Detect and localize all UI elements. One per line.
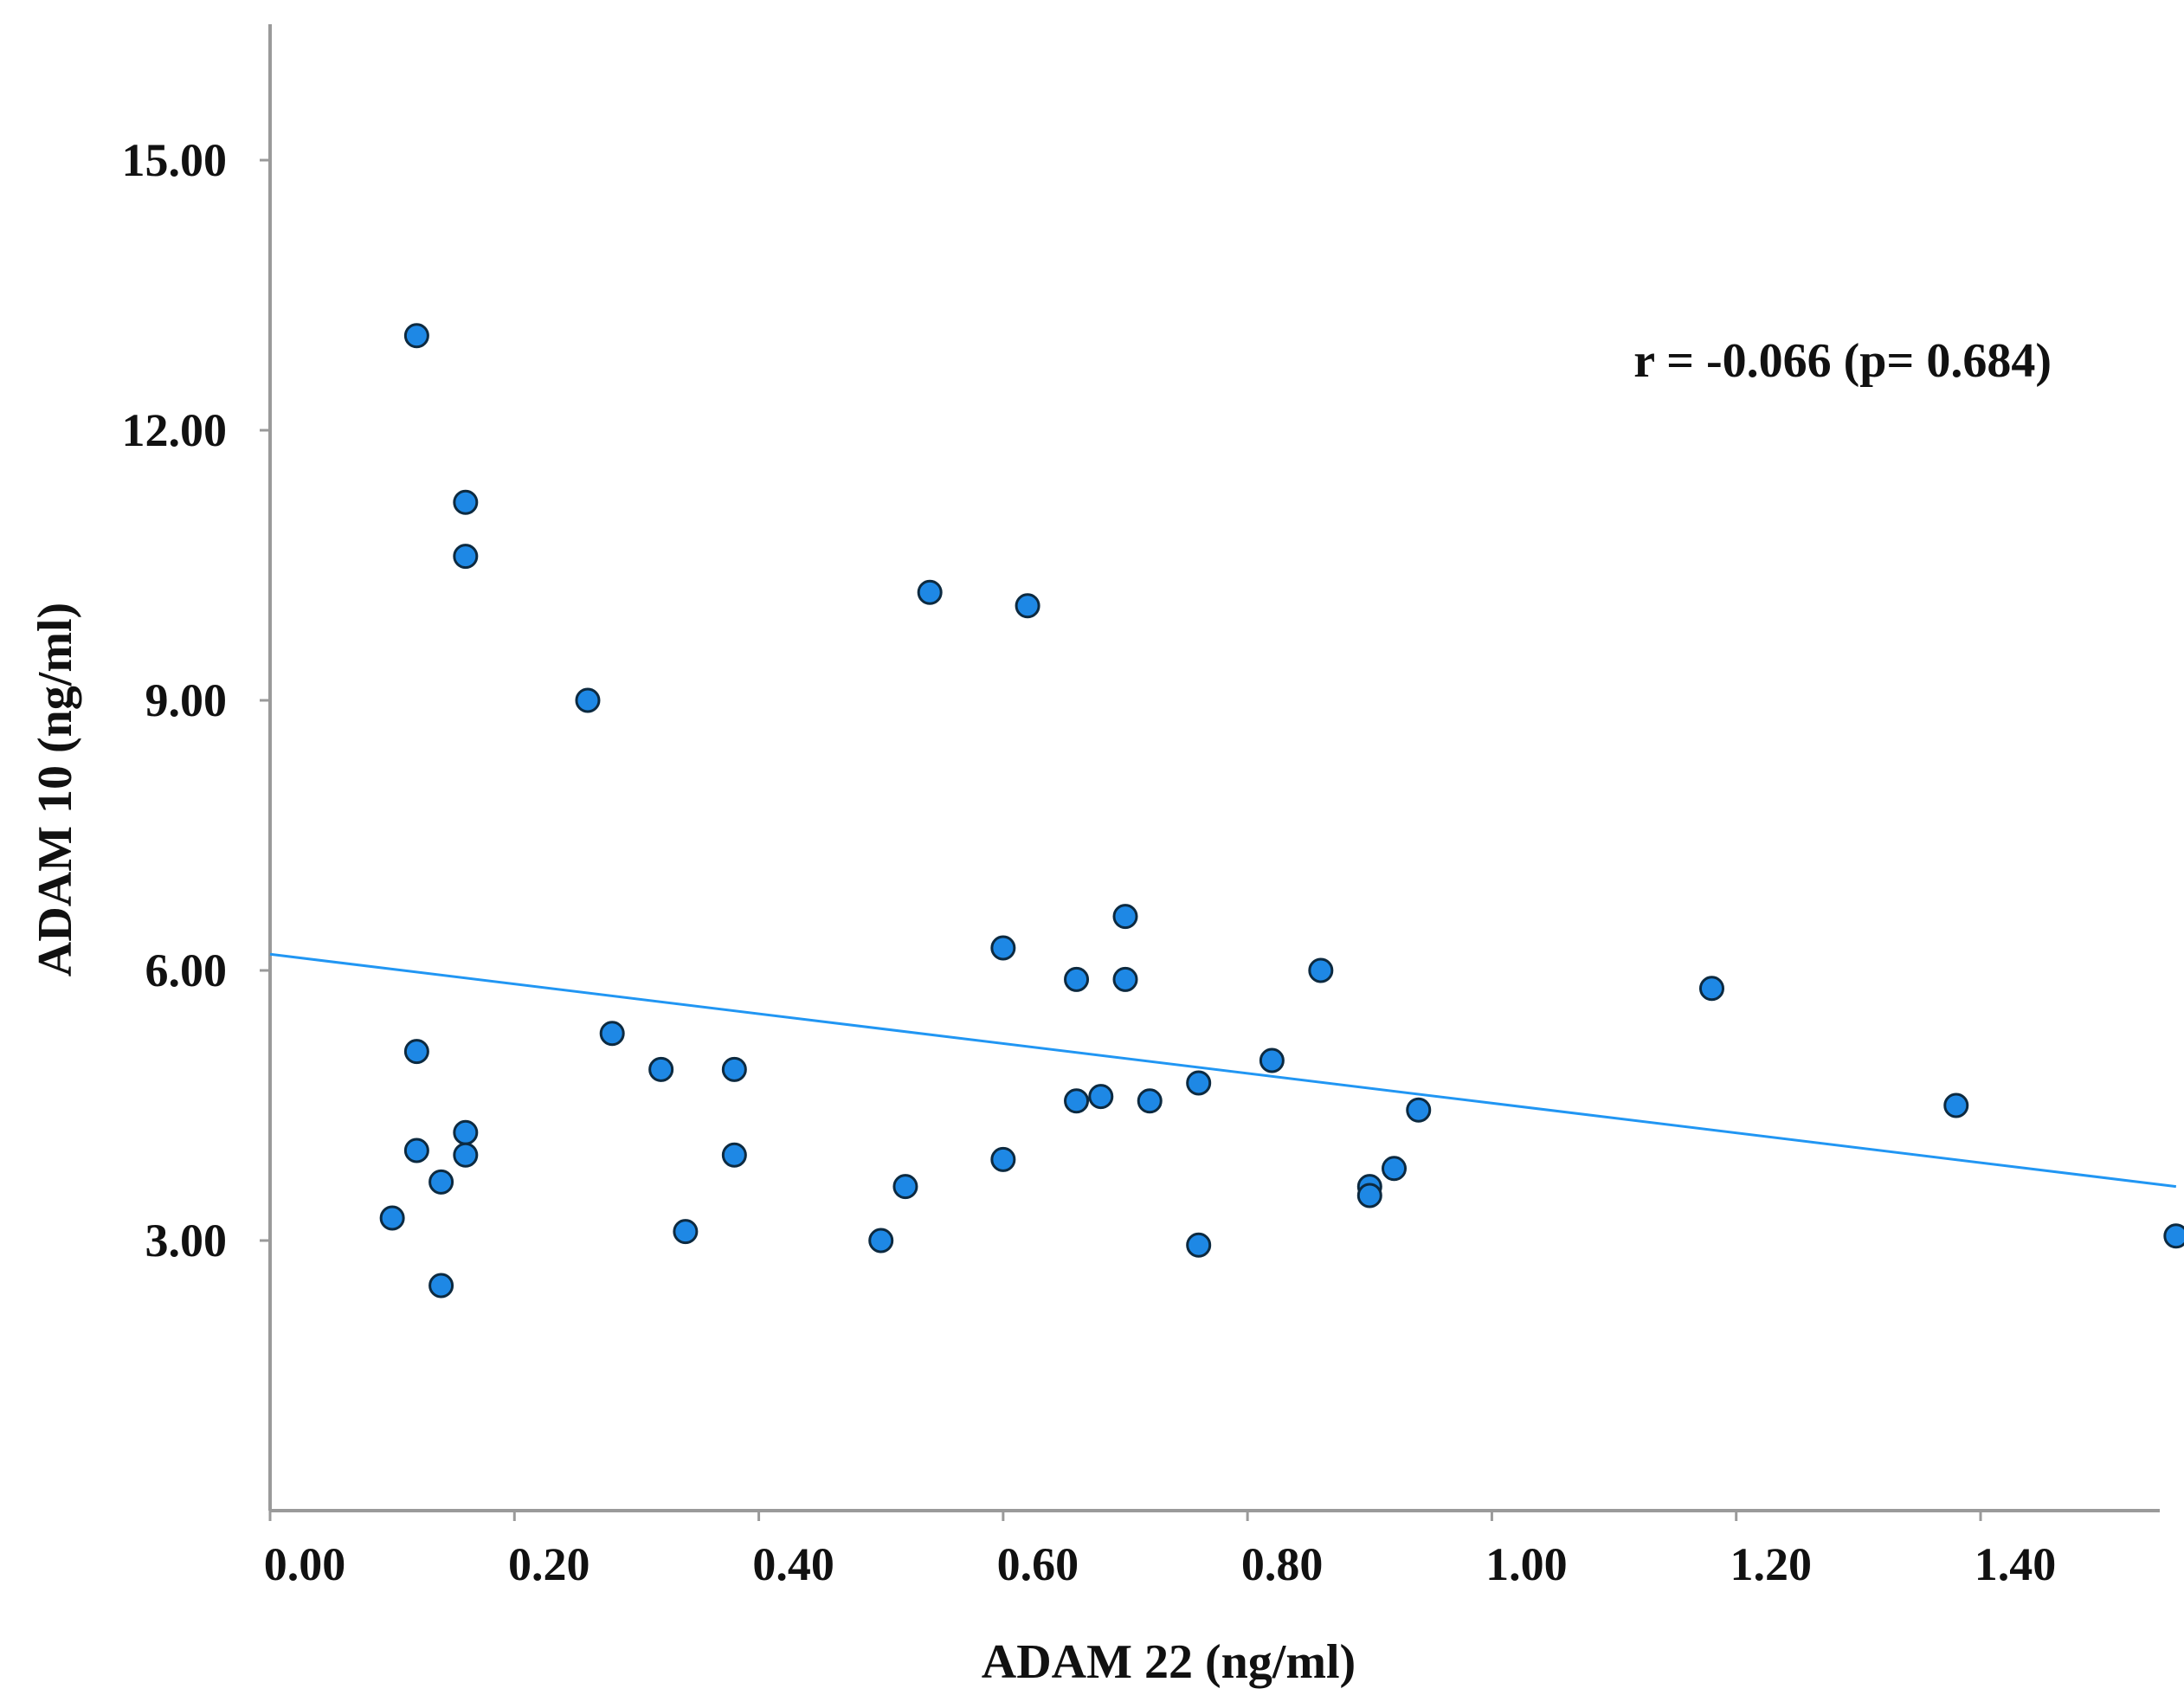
y-axis-label: ADAM 10 (ng/ml) [29,603,82,976]
data-point-21 [990,1146,1016,1172]
data-point-37 [1698,976,1724,1002]
x-tick-label: 0.20 [508,1538,590,1590]
data-point-27 [1112,966,1138,992]
y-tick-label: 12.00 [122,404,228,456]
x-tick-label: 1.40 [1975,1538,2057,1590]
data-point-16 [721,1142,747,1168]
data-point-5 [403,1138,429,1163]
data-point-18 [892,1174,918,1200]
data-point-25 [1088,1084,1114,1110]
data-point-35 [1382,1156,1408,1182]
data-point-9 [379,1205,405,1231]
data-points [379,323,2184,1299]
data-point-15 [721,1056,747,1082]
data-point-4 [403,1039,429,1065]
data-point-28 [1137,1088,1163,1114]
data-point-22 [1015,593,1040,619]
data-point-39 [2163,1223,2184,1249]
axes [268,24,2160,1512]
data-point-30 [1186,1232,1212,1258]
data-point-32 [1308,957,1334,983]
data-point-17 [868,1228,894,1254]
data-point-8 [428,1169,454,1195]
data-point-11 [575,687,601,713]
x-ticks: 0.00 0.20 0.40 0.60 0.80 1.00 1.20 1.40 [264,1511,2057,1590]
data-point-6 [453,1119,479,1145]
y-ticks: 3.00 6.00 9.00 12.00 15.00 [122,134,270,1266]
data-point-2 [453,489,479,515]
x-tick-label: 0.00 [264,1538,346,1590]
y-tick-label: 15.00 [122,134,228,186]
data-point-24 [1064,1088,1090,1114]
x-tick-label: 0.80 [1241,1538,1324,1590]
y-tick-label: 9.00 [145,674,228,726]
data-point-3 [453,544,479,570]
x-axis-label: ADAM 22 (ng/ml) [982,1635,1356,1689]
y-tick-label: 3.00 [145,1215,228,1266]
x-tick-label: 0.60 [997,1538,1079,1590]
data-point-13 [648,1056,674,1082]
data-point-10 [428,1273,454,1299]
data-point-26 [1112,904,1138,930]
data-point-20 [990,935,1016,961]
data-point-23 [1064,966,1090,992]
data-point-7 [453,1142,479,1168]
data-point-31 [1259,1047,1285,1073]
correlation-annotation: r = -0.066 (p= 0.684) [1633,334,2052,388]
regression-line [269,952,2177,1189]
data-point-36 [1406,1097,1432,1123]
data-point-1 [403,323,429,349]
data-point-38 [1943,1092,1969,1118]
data-point-12 [599,1021,625,1047]
x-tick-label: 1.00 [1485,1538,1568,1590]
data-point-29 [1186,1070,1212,1096]
data-point-14 [673,1219,699,1245]
x-tick-label: 0.40 [752,1538,834,1590]
y-tick-label: 6.00 [145,944,228,996]
data-point-19 [917,579,943,605]
x-tick-label: 1.20 [1730,1538,1812,1590]
data-point-34 [1356,1183,1382,1208]
